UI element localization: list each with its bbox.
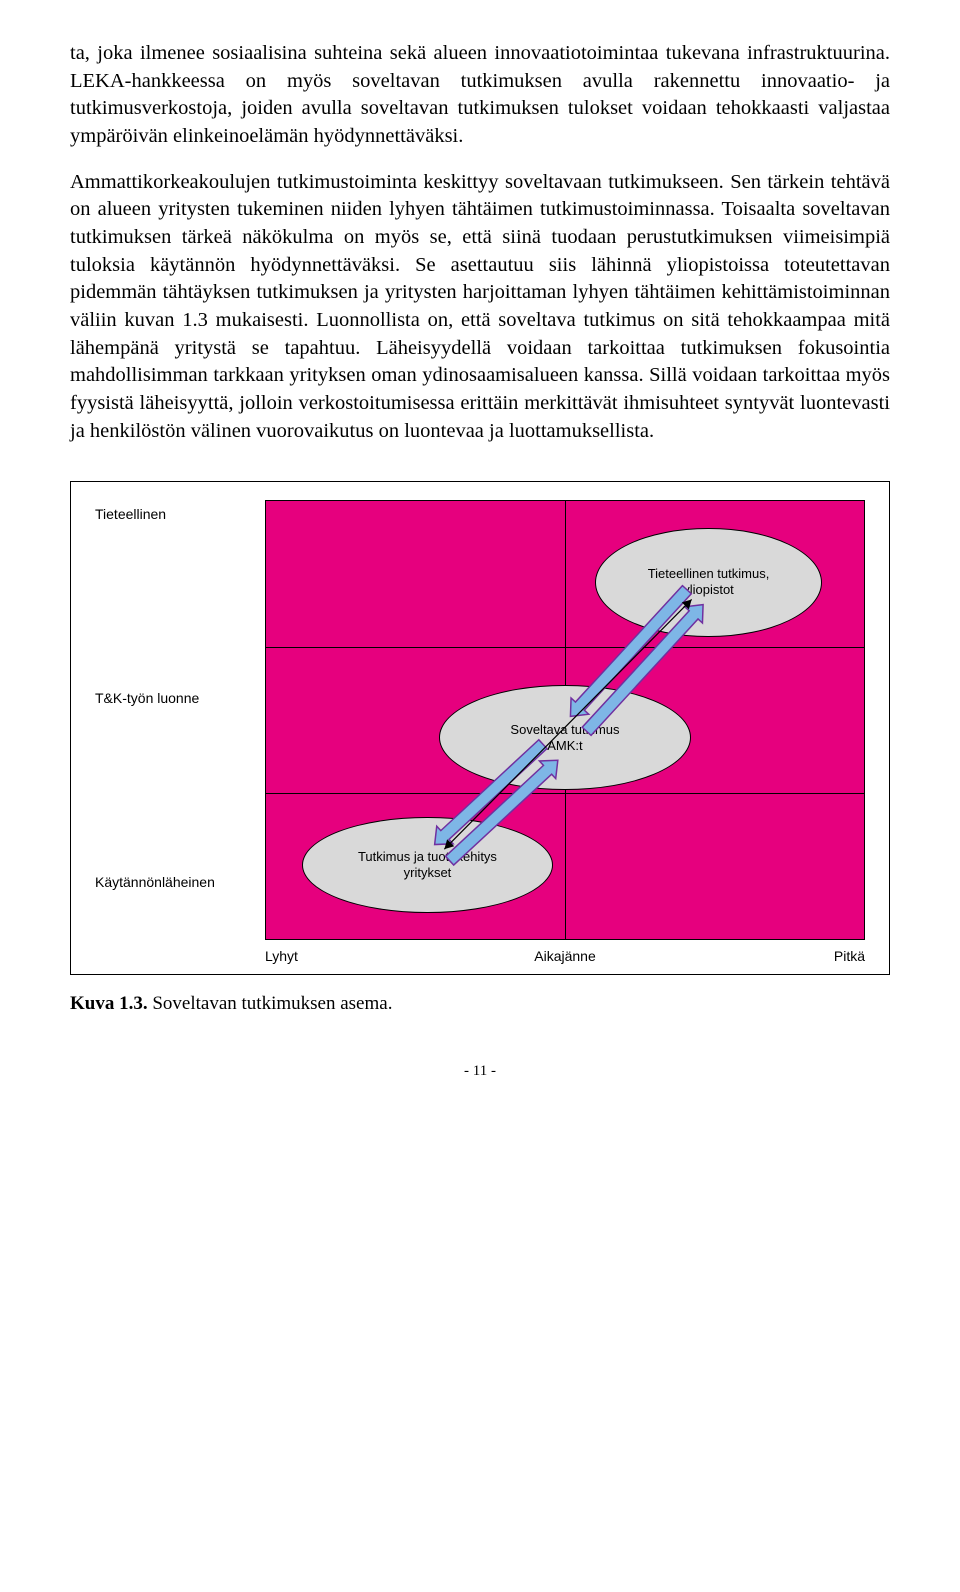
figure-caption: Kuva 1.3. Soveltavan tutkimuksen asema. [70,993,890,1015]
y-label-top: Tieteellinen [95,506,259,522]
paragraph-2: Ammattikorkeakoulujen tutkimustoiminta k… [70,169,890,446]
diagram-frame: Tieteellinen T&K-työn luonne Käytännönlä… [70,481,890,975]
y-label-bottom: Käytännönläheinen [95,874,259,890]
x-axis-labels: Lyhyt Aikajänne Pitkä [265,940,865,964]
y-label-mid: T&K-työn luonne [95,690,259,706]
x-label-right: Pitkä [665,948,865,964]
x-label-mid: Aikajänne [465,948,665,964]
paragraph-1: ta, joka ilmenee sosiaalisina suhteina s… [70,40,890,151]
caption-bold: Kuva 1.3. [70,993,148,1014]
x-label-left: Lyhyt [265,948,465,964]
thin-arrow-line [444,600,691,850]
arrows-layer [266,501,864,941]
y-axis-labels: Tieteellinen T&K-työn luonne Käytännönlä… [95,500,265,940]
block-arrow [570,586,691,717]
diagram-inner: Tieteellinen T&K-työn luonne Käytännönlä… [95,500,865,940]
block-arrow [582,605,703,736]
chart-area: Tieteellinen tutkimus, yliopistotSovelta… [265,500,865,940]
caption-text: Soveltavan tutkimuksen asema. [148,993,393,1014]
page-number: - 11 - [70,1063,890,1080]
